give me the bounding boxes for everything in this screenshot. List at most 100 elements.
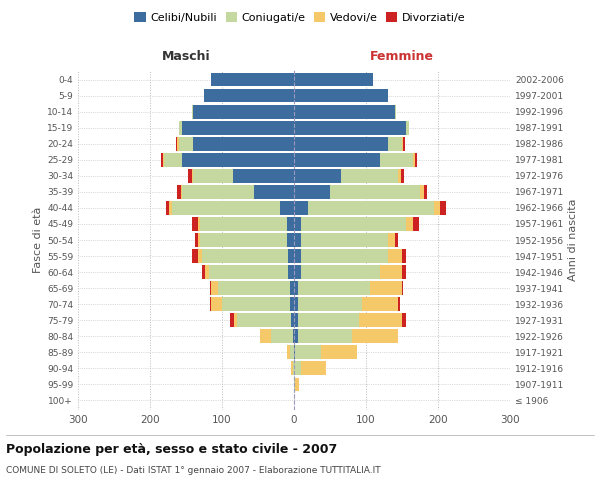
Bar — [298, 282, 370, 295]
Bar — [294, 378, 295, 391]
Bar — [200, 233, 287, 247]
Bar — [178, 185, 181, 198]
Bar — [202, 266, 205, 279]
Bar — [294, 298, 298, 311]
Bar — [424, 185, 427, 198]
Bar — [294, 233, 301, 247]
Bar — [287, 233, 294, 247]
Bar — [205, 266, 209, 279]
Bar — [294, 217, 301, 231]
Bar — [193, 217, 198, 231]
Bar — [192, 169, 193, 182]
Bar — [294, 153, 380, 166]
Bar — [178, 137, 179, 150]
Bar — [260, 330, 271, 343]
Bar — [230, 314, 233, 327]
Bar — [402, 249, 406, 263]
Bar — [415, 153, 417, 166]
Bar — [287, 346, 290, 359]
Bar — [308, 201, 434, 214]
Bar — [294, 73, 373, 86]
Bar — [301, 217, 406, 231]
Bar — [194, 233, 198, 247]
Bar — [181, 185, 182, 198]
Bar — [295, 378, 299, 391]
Y-axis label: Fasce di età: Fasce di età — [33, 207, 43, 273]
Bar — [293, 330, 294, 343]
Bar — [254, 185, 294, 198]
Bar — [193, 169, 233, 182]
Bar — [301, 266, 380, 279]
Bar — [434, 201, 440, 214]
Text: Popolazione per età, sesso e stato civile - 2007: Popolazione per età, sesso e stato civil… — [6, 442, 337, 456]
Bar — [380, 153, 413, 166]
Bar — [341, 169, 398, 182]
Bar — [406, 121, 409, 134]
Bar — [402, 314, 406, 327]
Bar — [320, 346, 356, 359]
Bar — [211, 73, 294, 86]
Bar — [301, 362, 326, 375]
Bar — [271, 330, 293, 343]
Bar — [192, 105, 193, 118]
Bar — [294, 266, 301, 279]
Bar — [290, 346, 294, 359]
Bar — [413, 153, 415, 166]
Bar — [163, 153, 164, 166]
Bar — [294, 137, 388, 150]
Bar — [287, 217, 294, 231]
Bar — [395, 105, 396, 118]
Bar — [398, 298, 400, 311]
Bar — [233, 314, 237, 327]
Bar — [301, 249, 388, 263]
Bar — [204, 89, 294, 102]
Bar — [164, 153, 182, 166]
Bar — [298, 330, 352, 343]
Bar — [413, 217, 419, 231]
Bar — [211, 282, 218, 295]
Y-axis label: Anni di nascita: Anni di nascita — [568, 198, 578, 281]
Bar — [237, 314, 291, 327]
Text: Femmine: Femmine — [370, 50, 434, 63]
Bar — [291, 314, 294, 327]
Bar — [233, 169, 294, 182]
Bar — [179, 137, 193, 150]
Text: Maschi: Maschi — [161, 50, 211, 63]
Bar — [218, 282, 290, 295]
Bar — [188, 169, 192, 182]
Bar — [294, 185, 330, 198]
Bar — [288, 266, 294, 279]
Bar — [193, 137, 294, 150]
Bar — [193, 105, 294, 118]
Bar — [198, 249, 202, 263]
Bar — [222, 298, 290, 311]
Bar — [290, 298, 294, 311]
Bar — [294, 282, 298, 295]
Bar — [179, 121, 182, 134]
Bar — [280, 201, 294, 214]
Bar — [294, 314, 298, 327]
Bar — [294, 89, 388, 102]
Bar — [210, 282, 211, 295]
Bar — [161, 153, 163, 166]
Bar — [294, 105, 395, 118]
Bar — [202, 249, 288, 263]
Bar — [294, 121, 406, 134]
Bar — [406, 217, 413, 231]
Bar — [359, 314, 402, 327]
Bar — [298, 314, 359, 327]
Bar — [295, 346, 320, 359]
Bar — [402, 137, 403, 150]
Bar — [403, 137, 405, 150]
Bar — [211, 298, 222, 311]
Bar — [291, 362, 293, 375]
Bar — [198, 217, 200, 231]
Bar — [210, 298, 211, 311]
Bar — [182, 121, 294, 134]
Bar — [182, 185, 254, 198]
Bar — [198, 233, 200, 247]
Bar — [380, 266, 402, 279]
Bar — [166, 201, 169, 214]
Bar — [294, 362, 301, 375]
Bar — [440, 201, 446, 214]
